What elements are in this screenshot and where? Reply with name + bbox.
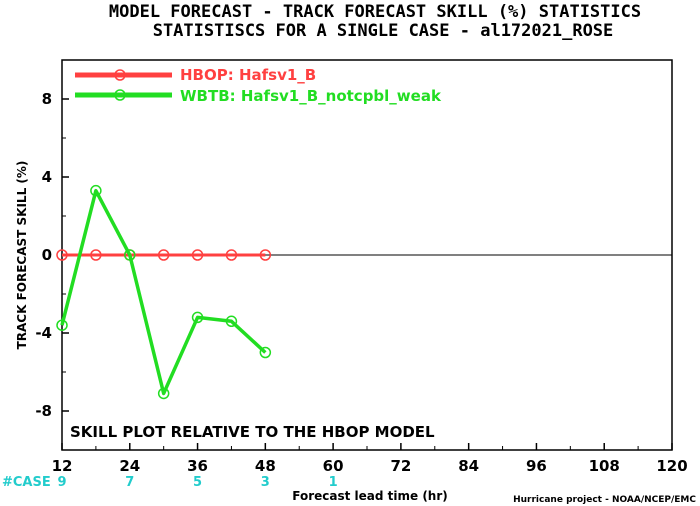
series-1-point-5 [225, 315, 238, 328]
y-axis-label: TRACK FORECAST SKILL (%) [15, 161, 29, 350]
x-axis-label: Forecast lead time (hr) [292, 489, 448, 503]
case-label: #CASE [2, 475, 51, 490]
x-axis-ticks: 12 24 36 48 60 72 84 96 108 120 [52, 443, 688, 475]
annotation: SKILL PLOT RELATIVE TO THE HBOP MODEL [70, 423, 435, 441]
y-tick-label-0: -8 [35, 402, 52, 420]
x-tick-label-3: 48 [255, 457, 276, 475]
series-0-point-0 [56, 249, 68, 261]
credit: Hurricane project - NOAA/NCEP/EMC [513, 495, 696, 505]
case-count-2: 5 [193, 475, 202, 490]
legend-marker-hbop [114, 69, 126, 81]
chart-title: MODEL FORECAST - TRACK FORECAST SKILL (%… [109, 2, 641, 22]
x-tick-label-1: 24 [119, 457, 140, 475]
y-tick-label-4: 8 [42, 90, 52, 108]
legend-marker-wbtb [114, 89, 126, 101]
series-0-point-4 [191, 249, 204, 261]
x-tick-label-6: 84 [458, 457, 479, 475]
series-1-point-1 [90, 184, 102, 197]
legend-label-hbop: HBOP: Hafsv1_B [180, 66, 316, 84]
series-line-1 [60, 188, 267, 396]
series-1-point-3 [157, 387, 170, 400]
case-values: 9 7 5 3 1 [57, 475, 337, 490]
case-count-3: 3 [261, 475, 270, 490]
series-0-point-3 [157, 249, 170, 261]
series-1-point-6 [259, 346, 272, 359]
series-0-point-1 [90, 249, 102, 261]
y-axis-ticks: -8 -4 0 4 8 [35, 59, 69, 451]
series-1-point-2 [124, 249, 136, 261]
series-layer [56, 184, 272, 400]
legend-label-wbtb: WBTB: Hafsv1_B_notcpbl_weak [180, 87, 442, 105]
x-tick-label-4: 60 [323, 457, 344, 475]
series-1-point-4 [191, 311, 204, 324]
series-1-point-0 [56, 319, 68, 331]
x-tick-label-0: 12 [52, 457, 73, 475]
case-count-0: 9 [57, 475, 66, 490]
y-tick-label-3: 4 [42, 168, 52, 186]
chart-subtitle: STATISTISCS FOR A SINGLE CASE - al172021… [153, 21, 614, 41]
x-tick-label-7: 96 [526, 457, 547, 475]
y-tick-label-1: -4 [35, 324, 52, 342]
series-0-point-6 [259, 249, 272, 261]
y-tick-label-2: 0 [42, 246, 52, 264]
x-tick-label-5: 72 [390, 457, 411, 475]
case-count-1: 7 [125, 475, 134, 490]
legend: HBOP: Hafsv1_B WBTB: Hafsv1_B_notcpbl_we… [75, 66, 442, 105]
series-0-point-5 [225, 249, 238, 261]
x-tick-label-2: 36 [187, 457, 208, 475]
case-count-4: 1 [329, 475, 338, 490]
x-tick-label-8: 108 [589, 457, 620, 475]
x-tick-label-9: 120 [656, 457, 687, 475]
